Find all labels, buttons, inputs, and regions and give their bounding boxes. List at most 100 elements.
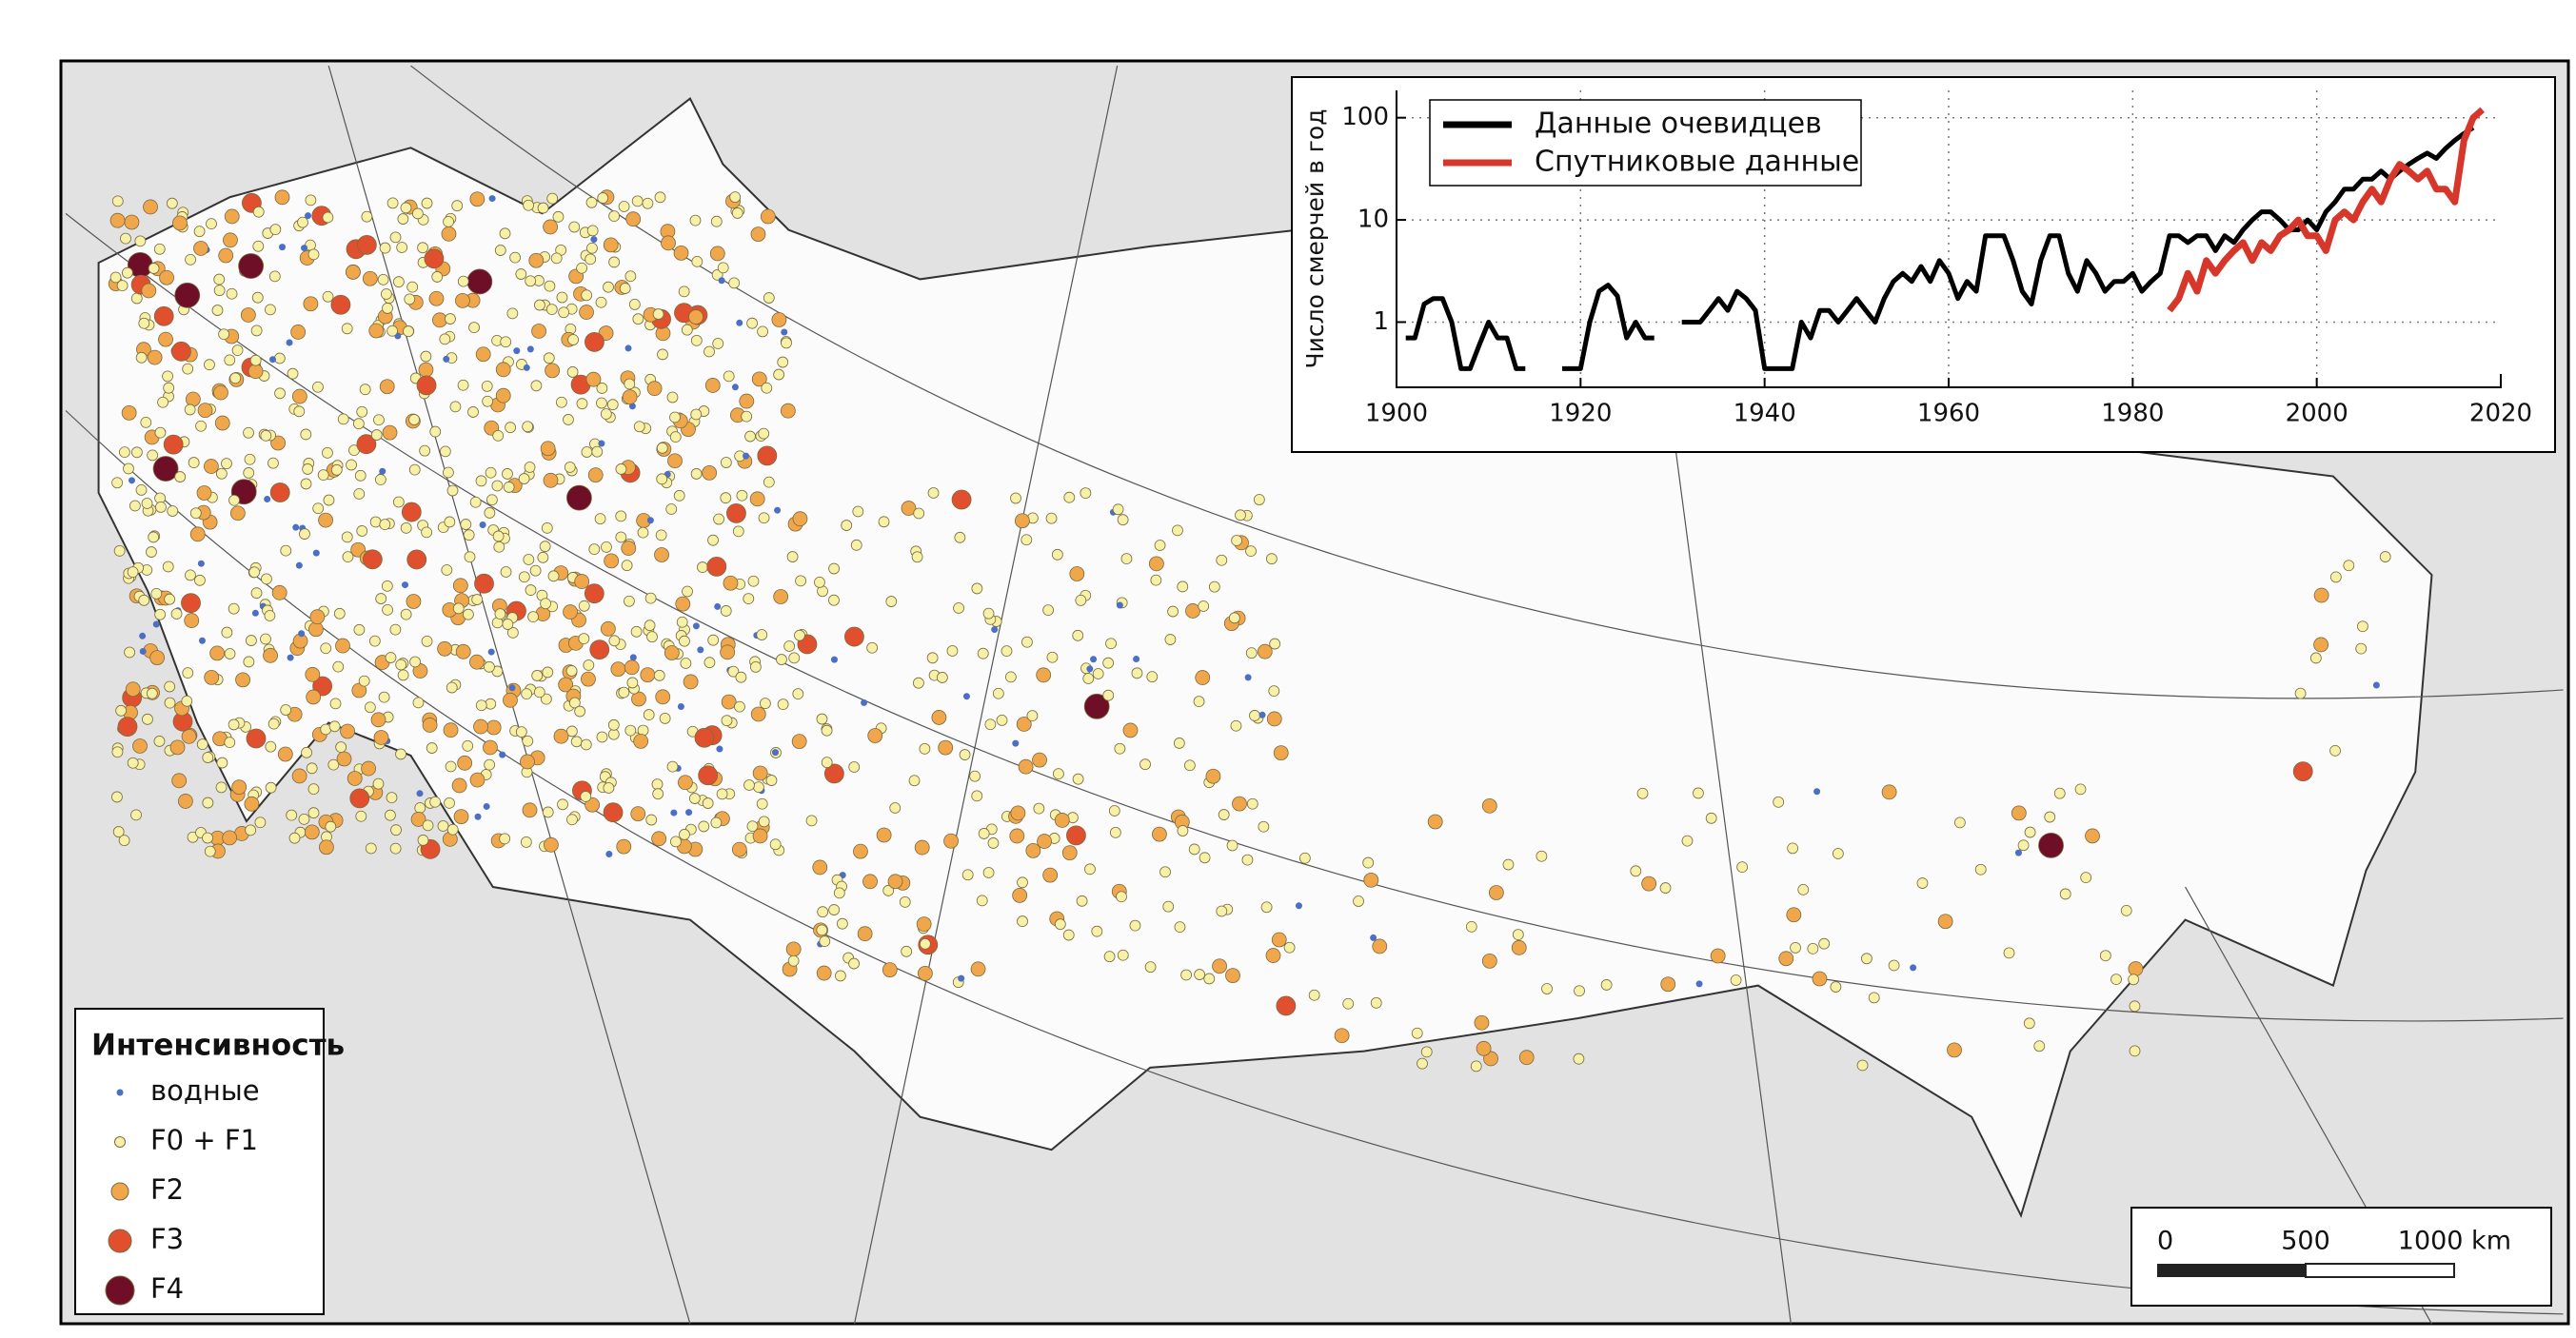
x-tick-label: 1920 xyxy=(1549,400,1612,428)
tornado-point xyxy=(1812,971,1828,987)
tornado-point xyxy=(340,723,355,739)
tornado-point xyxy=(437,820,449,832)
legend-label: F2 xyxy=(150,1173,184,1206)
tornado-point xyxy=(1072,773,1084,785)
tornado-point xyxy=(2129,1000,2141,1013)
tornado-point xyxy=(564,462,576,473)
tornado-point xyxy=(467,406,479,418)
tornado-point xyxy=(460,519,472,530)
tornado-point xyxy=(184,613,200,628)
tornado-point xyxy=(728,277,741,289)
tornado-point xyxy=(274,189,290,206)
tornado-point xyxy=(1541,983,1553,994)
tornado-point xyxy=(521,688,533,700)
tornado-point xyxy=(1012,887,1028,903)
tornado-point xyxy=(386,325,399,337)
tornado-point xyxy=(703,657,716,669)
tornado-point xyxy=(1108,805,1120,817)
tornado-point xyxy=(215,467,228,480)
tornado-point xyxy=(246,728,267,749)
tornado-point xyxy=(579,305,594,320)
tornado-point xyxy=(2099,950,2111,962)
tornado-point xyxy=(1103,951,1116,963)
tornado-point xyxy=(717,262,729,274)
tornado-point xyxy=(1195,670,1211,685)
tornado-point xyxy=(850,539,862,551)
tornado-point xyxy=(372,777,385,790)
tornado-point xyxy=(938,739,954,756)
tornado-point xyxy=(400,608,412,620)
tornado-point xyxy=(483,802,490,810)
tornado-point xyxy=(238,253,265,279)
tornado-point xyxy=(576,398,588,410)
tornado-point xyxy=(503,482,515,493)
tornado-point xyxy=(756,797,768,810)
tornado-point xyxy=(731,384,739,391)
tornado-point xyxy=(1091,925,1103,937)
tornado-point xyxy=(518,571,530,583)
tornado-point xyxy=(600,620,616,637)
tornado-point xyxy=(861,699,868,706)
tornado-point xyxy=(816,713,828,725)
tornado-point xyxy=(323,494,335,506)
tornado-point xyxy=(835,970,846,982)
tornado-point xyxy=(345,265,361,280)
tornado-point xyxy=(462,739,474,752)
tornado-point xyxy=(773,368,785,381)
tornado-point xyxy=(506,307,519,320)
tornado-point xyxy=(354,469,367,482)
tornado-point xyxy=(127,566,139,579)
tornado-point xyxy=(167,505,179,517)
tornado-point xyxy=(746,820,759,833)
tornado-point xyxy=(197,403,213,419)
x-tick-label: 2020 xyxy=(2469,400,2532,428)
tornado-point xyxy=(443,722,459,738)
tornado-point xyxy=(655,689,671,705)
tornado-point xyxy=(364,701,376,714)
tornado-point xyxy=(474,813,482,820)
tornado-point xyxy=(1017,915,1028,927)
series-line xyxy=(1405,125,2475,371)
tornado-point xyxy=(1916,877,1929,889)
tornado-point xyxy=(147,449,159,462)
tornado-point xyxy=(1164,634,1177,645)
tornado-point xyxy=(124,646,135,659)
tornado-point xyxy=(162,561,174,573)
tornado-point xyxy=(322,290,334,303)
tornado-point xyxy=(375,593,387,604)
tornado-point xyxy=(127,757,139,769)
tornado-point xyxy=(287,654,294,661)
tornado-point xyxy=(688,793,701,804)
tornado-point xyxy=(229,505,246,521)
tornado-point xyxy=(475,699,487,712)
tornado-point xyxy=(195,420,207,432)
tornado-point xyxy=(365,842,377,855)
tornado-point xyxy=(421,636,433,647)
tornado-point xyxy=(1183,759,1196,772)
tornado-point xyxy=(224,208,240,225)
tornado-point xyxy=(603,237,619,253)
tornado-point xyxy=(1225,968,1240,984)
tornado-point xyxy=(303,296,319,312)
tornado-point xyxy=(598,440,605,447)
tornado-point xyxy=(202,797,214,809)
tornado-point xyxy=(163,434,184,455)
tornado-point xyxy=(836,917,848,930)
tornado-point xyxy=(776,654,787,665)
tornado-point xyxy=(2379,551,2391,562)
tornado-point xyxy=(585,196,598,208)
tornado-point xyxy=(899,895,911,908)
tornado-point xyxy=(970,961,986,977)
tornado-point xyxy=(469,772,485,788)
tornado-point xyxy=(1046,651,1059,663)
tornado-point xyxy=(214,415,230,431)
tornado-point xyxy=(400,202,412,214)
tornado-point xyxy=(882,962,898,978)
tornado-point xyxy=(198,637,206,644)
tornado-point xyxy=(1208,580,1220,593)
tornado-point xyxy=(819,935,831,948)
tornado-point xyxy=(209,645,226,661)
tornado-point xyxy=(206,218,217,230)
tornado-point xyxy=(1295,902,1302,910)
